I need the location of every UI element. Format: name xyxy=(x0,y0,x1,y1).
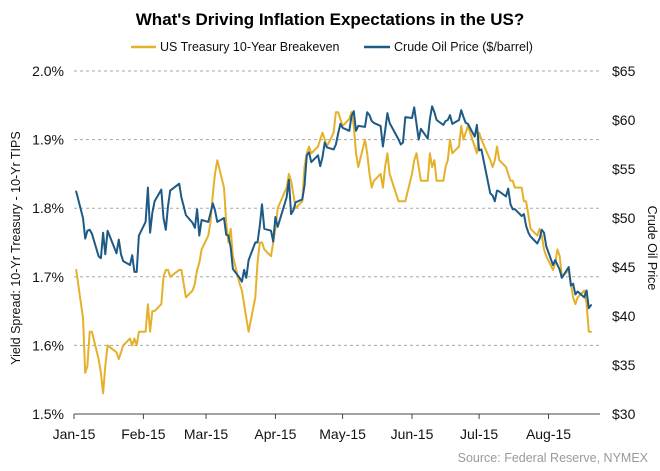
y-right-tick-label: $35 xyxy=(612,357,636,373)
legend-label-crude-oil: Crude Oil Price ($/barrel) xyxy=(394,40,533,54)
x-tick-label: Feb-15 xyxy=(121,426,166,442)
y-right-tick-label: $55 xyxy=(612,161,636,177)
y-left-tick-label: 1.8% xyxy=(32,200,64,216)
y-right-tick-label: $65 xyxy=(612,63,636,79)
chart-title: What's Driving Inflation Expectations in… xyxy=(136,10,524,29)
y-right-tick-label: $50 xyxy=(612,210,636,226)
legend-label-breakeven: US Treasury 10-Year Breakeven xyxy=(160,40,340,54)
y-left-tick-label: 1.5% xyxy=(32,406,64,422)
x-tick-label: Apr-15 xyxy=(254,426,296,442)
x-tick-label: Jul-15 xyxy=(460,426,498,442)
y-left-tick-label: 1.6% xyxy=(32,337,64,353)
y-left-tick-label: 1.7% xyxy=(32,269,64,285)
y-right-tick-label: $40 xyxy=(612,308,636,324)
x-tick-label: Jun-15 xyxy=(391,426,434,442)
y-left-axis: 1.5% 1.6% 1.7% 1.8% 1.9% 2.0% xyxy=(32,63,64,422)
y-left-axis-title: Yield Spread: 10-Yr Treasury - 10-Yr TIP… xyxy=(9,131,23,364)
x-tick-label: May-15 xyxy=(319,426,366,442)
series-line-breakeven xyxy=(75,111,592,395)
series-line-crude-oil xyxy=(75,105,592,310)
y-left-tick-label: 1.9% xyxy=(32,132,64,148)
y-right-axis: $30 $35 $40 $45 $50 $55 $60 $65 xyxy=(612,63,636,422)
x-axis: Jan-15 Feb-15 Mar-15 Apr-15 May-15 Jun-15 Jul-… xyxy=(53,414,571,442)
legend: US Treasury 10-Year Breakeven Crude Oil … xyxy=(131,40,533,54)
y-left-tick-label: 2.0% xyxy=(32,63,64,79)
y-right-tick-label: $45 xyxy=(612,259,636,275)
x-tick-label: Aug-15 xyxy=(526,426,571,442)
x-tick-label: Jan-15 xyxy=(53,426,96,442)
y-right-tick-label: $60 xyxy=(612,112,636,128)
source-note: Source: Federal Reserve, NYMEX xyxy=(458,451,649,465)
series-lines xyxy=(75,105,592,395)
y-right-axis-title: Crude Oil Price xyxy=(645,206,659,291)
x-tick-label: Mar-15 xyxy=(184,426,229,442)
y-right-tick-label: $30 xyxy=(612,406,636,422)
